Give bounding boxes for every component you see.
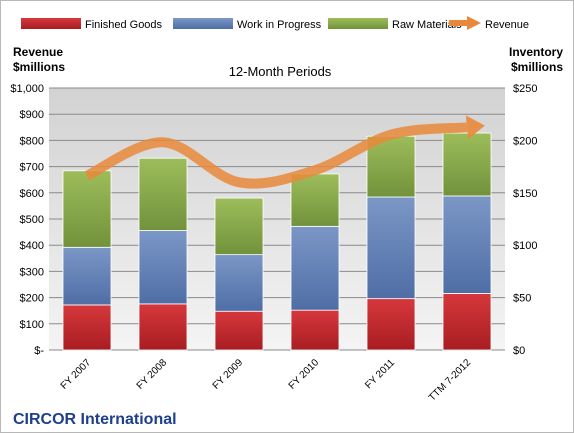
right-tick-label: $100 — [513, 240, 537, 252]
company-name: CIRCOR International — [13, 411, 177, 428]
left-tick-label: $400 — [20, 240, 44, 252]
legend-arrow-revenue — [467, 16, 481, 30]
left-tick-label: $600 — [20, 188, 44, 200]
x-tick-label: FY 2010 — [287, 357, 322, 392]
right-tick-label: $250 — [513, 83, 537, 95]
right-tick-label: $0 — [513, 345, 525, 357]
left-tick-label: $100 — [20, 319, 44, 331]
bar-segment-raw-materials — [138, 157, 188, 231]
x-axis-ticks: FY 2007 FY 2008 FY 2009 FY 2010 FY 2011 TTM 7… — [59, 357, 474, 404]
left-tick-label: $- — [34, 345, 44, 357]
x-tick-label: TTM 7-2012 — [427, 357, 474, 404]
bar-segment-raw-materials — [214, 197, 264, 256]
left-tick-label: $200 — [20, 293, 44, 305]
bar-segment-raw-materials — [442, 132, 492, 197]
legend-label-work-in-progress: Work in Progress — [237, 19, 322, 31]
right-axis-ticks: $0 $50 $100 $150 $200 $250 — [513, 83, 537, 357]
bar-segment-work-in-progress — [442, 195, 492, 294]
revenue-line-group — [84, 115, 485, 189]
revenue-arrowhead — [465, 115, 485, 140]
legend-swatch-finished-goods — [21, 18, 81, 29]
bar-segment-raw-materials — [62, 170, 112, 248]
revenue-line — [84, 122, 468, 189]
bars — [62, 132, 492, 351]
bar-segment-work-in-progress — [290, 225, 340, 311]
left-tick-label: $300 — [20, 266, 44, 278]
legend-label-finished-goods: Finished Goods — [85, 19, 163, 31]
chart-subtitle: 12-Month Periods — [229, 64, 332, 79]
left-axis-title-line2: $millions — [13, 60, 65, 74]
right-axis-title-line2: $millions — [511, 60, 563, 74]
bar-segment-finished-goods — [366, 298, 416, 351]
bar-segment-raw-materials — [290, 173, 340, 227]
left-tick-label: $900 — [20, 109, 44, 121]
legend: Finished Goods Work in Progress Raw Materi… — [21, 16, 529, 31]
legend-swatch-raw-materials — [328, 18, 388, 29]
bar-segment-finished-goods — [442, 293, 492, 351]
x-tick-label: FY 2011 — [363, 357, 397, 391]
bar-segment-work-in-progress — [366, 196, 416, 300]
right-tick-label: $50 — [513, 293, 531, 305]
right-axis-title-line1: Inventory — [509, 45, 563, 59]
legend-label-revenue: Revenue — [485, 19, 529, 31]
legend-swatch-work-in-progress — [173, 18, 233, 29]
bar-segment-work-in-progress — [138, 230, 188, 305]
x-tick-label: FY 2007 — [59, 357, 94, 392]
bar-segment-finished-goods — [138, 303, 188, 351]
left-axis-title-line1: Revenue — [13, 45, 63, 59]
x-tick-label: FY 2009 — [211, 357, 246, 392]
left-tick-label: $800 — [20, 135, 44, 147]
right-tick-label: $200 — [513, 135, 537, 147]
left-tick-label: $700 — [20, 162, 44, 174]
left-tick-label: $1,000 — [10, 83, 44, 95]
bar-segment-work-in-progress — [62, 246, 112, 306]
right-tick-label: $150 — [513, 188, 537, 200]
bar-segment-work-in-progress — [214, 254, 264, 312]
left-axis-ticks: $- $100 $200 $300 $400 $500 $600 $700 $800 $900 $1… — [10, 83, 44, 357]
left-tick-label: $500 — [20, 214, 44, 226]
legend-label-raw-materials: Raw Materials — [392, 19, 462, 31]
bar-segment-finished-goods — [62, 304, 112, 351]
gridlines — [49, 87, 505, 351]
bar-segment-finished-goods — [290, 309, 340, 351]
bar-segment-finished-goods — [214, 310, 264, 351]
x-tick-label: FY 2008 — [135, 357, 170, 392]
